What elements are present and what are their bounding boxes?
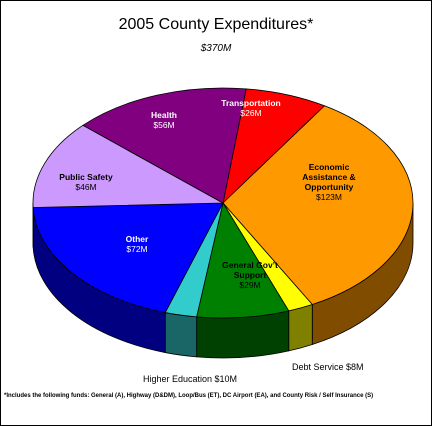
pie-side-higher-education <box>164 312 198 358</box>
slice-label-other: Other $72M <box>126 234 149 254</box>
slice-label-debt-service: Debt Service $8M <box>292 362 364 372</box>
pie-labels: Transportation $26M Economic Assistance & Op… <box>59 98 363 384</box>
pie-slices <box>32 87 414 319</box>
slice-label-economic-assistance-opportunity: Economic Assistance & Opportunity $123M <box>302 162 355 202</box>
slice-label-general-gov-t-support: General Gov’t Support $29M <box>222 260 278 290</box>
pie-slice-economic-assistance-opportunity <box>222 105 414 305</box>
slice-label-health: Health $56M <box>151 110 177 130</box>
footnote: *Includes the following funds: General (… <box>4 393 374 399</box>
pie-side-debt-service <box>288 303 313 352</box>
slice-label-higher-education: Higher Education $10M <box>143 374 237 384</box>
pie-slice-general-gov-t-support <box>196 201 290 319</box>
pie-slice-public-safety <box>32 124 225 208</box>
pie-side-walls <box>32 202 414 359</box>
slice-label-public-safety: Public Safety $46M <box>59 172 113 192</box>
slice-label-transportation: Transportation $26M <box>221 98 281 118</box>
pie-slice-other <box>32 202 224 314</box>
pie-slice-health <box>82 87 247 204</box>
chart-title: 2005 County Expenditures* <box>118 16 314 33</box>
chart-total: $370M <box>200 43 232 54</box>
